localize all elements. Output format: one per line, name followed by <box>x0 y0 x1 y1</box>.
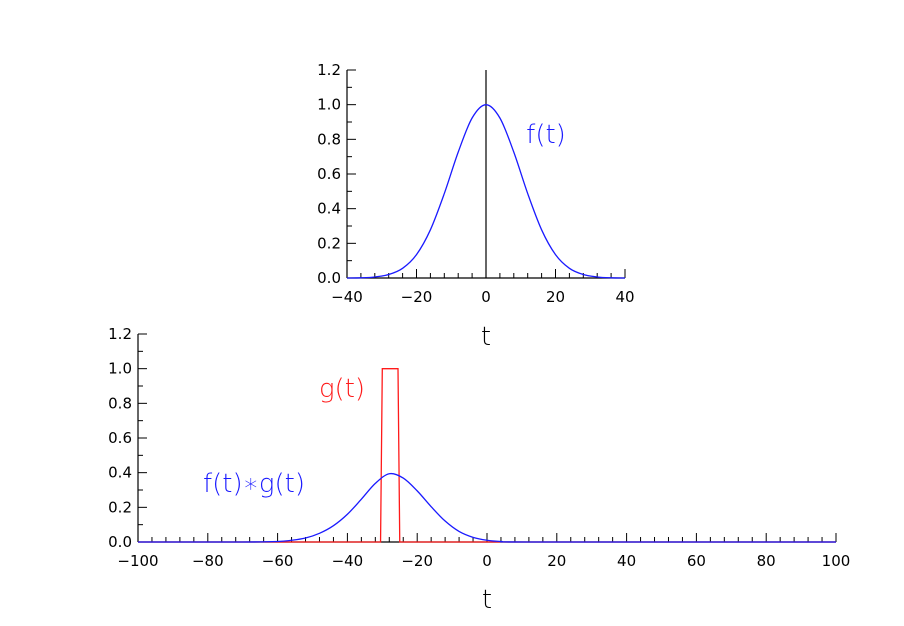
y-tick-label: 1.0 <box>108 360 132 378</box>
y-tick-label: 0.8 <box>108 394 132 412</box>
annotation-ftgt: f(t)∗g(t) <box>203 469 305 499</box>
x-tick-label: 80 <box>757 552 776 570</box>
x-tick-label: −40 <box>332 552 364 570</box>
series-line-ftgt <box>137 472 837 543</box>
y-tick-label: 0.6 <box>317 165 341 183</box>
y-tick-label: 0.4 <box>317 200 341 218</box>
y-tick-label: 0.8 <box>317 130 341 148</box>
series-line-gt <box>138 368 836 543</box>
y-tick-label: 1.2 <box>317 61 341 79</box>
x-tick-label: 40 <box>615 288 634 306</box>
x-tick-label: −60 <box>262 552 294 570</box>
y-tick-label: 1.0 <box>317 96 341 114</box>
annotation-gt: g(t) <box>319 374 365 404</box>
x-tick-label: 40 <box>617 552 636 570</box>
y-tick-label: 0.0 <box>317 269 341 287</box>
top-chart: −40 −20 0 20 40 0.0 0.2 0.4 0.6 0.8 1.0 1.2 f(t) t <box>317 61 634 352</box>
x-tick-label: 100 <box>822 552 851 570</box>
x-tick-label: −20 <box>401 288 433 306</box>
x-tick-label: 20 <box>546 288 565 306</box>
x-tick-label: 20 <box>547 552 566 570</box>
y-tick-label: 0.2 <box>108 498 132 516</box>
bottom-chart: −100 −80 −60 −40 −20 0 20 40 60 80 100 0.0 0.2 0.4 0.6… <box>108 325 850 615</box>
x-tick-label: −20 <box>401 552 433 570</box>
y-tick-label: 0.4 <box>108 464 132 482</box>
x-tick-label: −80 <box>192 552 224 570</box>
x-tick-label: 0 <box>482 552 492 570</box>
x-tick-label: −40 <box>331 288 363 306</box>
y-tick-label: 0.0 <box>108 533 132 551</box>
x-tick-label: 60 <box>687 552 706 570</box>
y-tick-label: 0.6 <box>108 429 132 447</box>
y-tick-label: 1.2 <box>108 325 132 343</box>
x-tick-label: 0 <box>481 288 491 306</box>
series-line-ft <box>346 104 626 279</box>
annotation-ft: f(t) <box>526 120 566 150</box>
x-axis-title: t <box>482 585 492 615</box>
x-axis-title: t <box>481 322 491 352</box>
y-tick-label: 0.2 <box>317 234 341 252</box>
x-tick-label: −100 <box>117 552 158 570</box>
